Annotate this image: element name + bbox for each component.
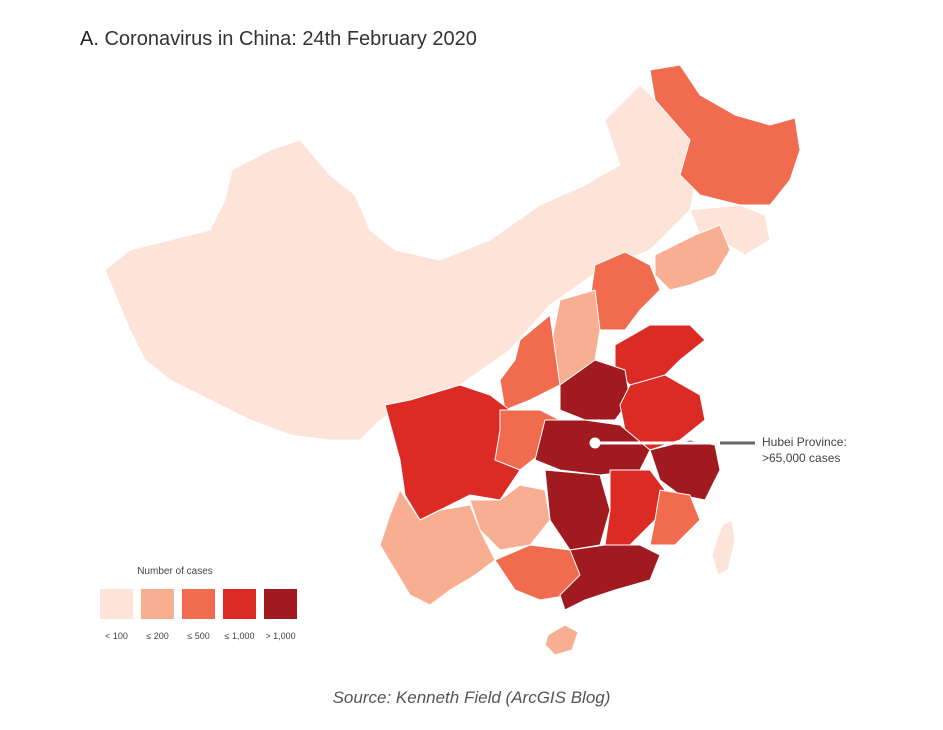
region-fujian — [649, 489, 701, 546]
legend-label-5: > 1,000 — [265, 631, 296, 641]
legend-label-3: ≤ 500 — [187, 631, 210, 641]
region-guizhou — [469, 484, 551, 551]
region-guangdong — [559, 544, 661, 611]
region-taiwan — [711, 519, 736, 576]
region-heilongjiang — [649, 64, 801, 206]
legend-label-2: ≤ 200 — [146, 631, 169, 641]
region-gansu — [499, 314, 561, 411]
legend-swatch-4 — [223, 589, 256, 619]
hubei-callout-line2: >65,000 cases — [762, 451, 841, 465]
legend-label-4: ≤ 1,000 — [224, 631, 255, 641]
map-title-letter: A. — [80, 28, 99, 50]
region-hainan — [544, 624, 579, 656]
source-credit: Source: Kenneth Field (ArcGIS Blog) — [332, 688, 611, 707]
legend-swatch-3 — [182, 589, 215, 619]
legend-swatch-2 — [141, 589, 174, 619]
region-hunan — [544, 469, 611, 551]
region-jiangxi — [604, 469, 666, 546]
legend-swatch-5 — [264, 589, 297, 619]
region-hebei — [589, 251, 661, 331]
region-zhejiang — [649, 439, 721, 501]
hubei-marker — [589, 437, 601, 449]
map-title: A. Coronavirus in China: 24th February 2… — [80, 28, 477, 51]
region-anhui-jiangsu — [619, 374, 706, 451]
region-yunnan — [379, 489, 496, 606]
map-title-text: Coronavirus in China: 24th February 2020 — [104, 28, 477, 50]
legend-swatch-1 — [100, 589, 133, 619]
hubei-callout-line1: Hubei Province: — [762, 435, 847, 449]
legend: Number of cases < 100 ≤ 200 ≤ 500 ≤ 1,00… — [100, 566, 310, 641]
legend-labels: < 100 ≤ 200 ≤ 500 ≤ 1,000 > 1,000 — [100, 631, 310, 641]
legend-swatches — [100, 589, 310, 619]
hubei-callout: Hubei Province: >65,000 cases — [762, 434, 847, 466]
legend-label-1: < 100 — [105, 631, 128, 641]
region-liaoning — [654, 224, 731, 291]
legend-title: Number of cases — [137, 566, 213, 577]
